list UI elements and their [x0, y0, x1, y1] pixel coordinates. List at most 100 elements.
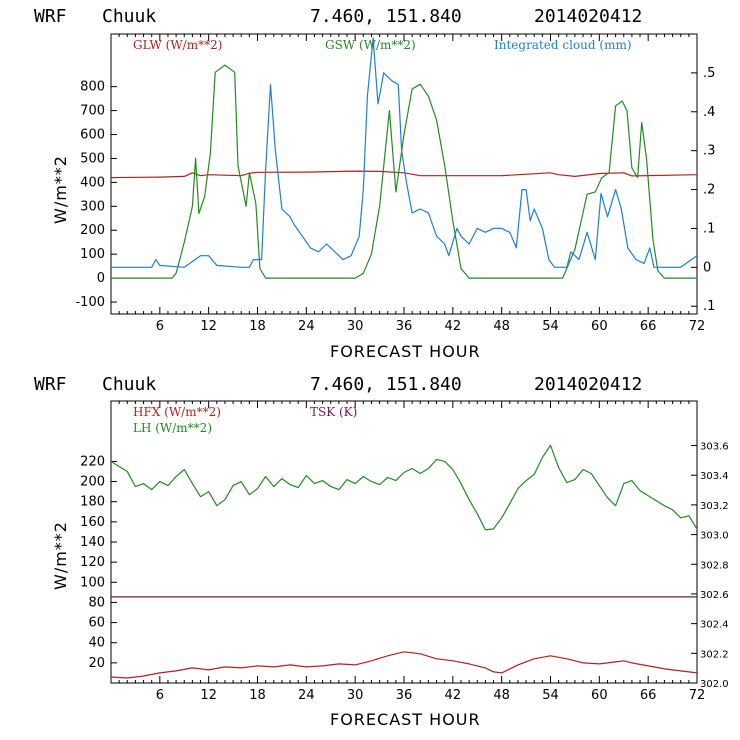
- chart-2-plot-frame: [110, 400, 698, 684]
- x-tick-label: 6: [156, 688, 164, 703]
- y2-tick-label: 302.6: [700, 590, 729, 601]
- series-cloud-line: [111, 37, 698, 268]
- legend-glw: GLW (W/m**2): [133, 38, 222, 52]
- legend-cloud: Integrated cloud (mm): [494, 38, 632, 52]
- x-tick-label: 36: [396, 688, 413, 703]
- chart-1-series: [110, 37, 698, 279]
- x-tick-label: 36: [396, 319, 413, 334]
- chart-1-plot-frame: [110, 33, 698, 315]
- x-tick-label: 72: [689, 688, 706, 703]
- y2-tick-label: .3: [703, 144, 715, 159]
- chart-2-header: WRF Chuuk 7.460, 151.840 2014020412: [34, 374, 642, 395]
- x-tick-label: 30: [347, 688, 364, 703]
- chart-2-series: [110, 444, 698, 679]
- x-tick-label: 12: [200, 688, 217, 703]
- y-tick-label: 180: [80, 495, 105, 510]
- chart-2-x-axis: 6 12 18 24 30 36 42 48 54 60 66 72: [118, 401, 706, 703]
- x-tick-label: 18: [249, 688, 266, 703]
- chart-1-xlabel: FORECAST HOUR: [330, 342, 481, 361]
- chart-2-coords: 7.460, 151.840: [310, 374, 462, 395]
- y2-tick-label: 303.6: [700, 442, 729, 453]
- series-lh-line: [110, 444, 698, 531]
- x-tick-label: 42: [445, 319, 462, 334]
- y2-tick-label: .4: [703, 105, 715, 120]
- x-tick-label: 66: [640, 319, 657, 334]
- y-tick-label: 500: [80, 151, 105, 166]
- y-tick-label: 60: [88, 616, 105, 631]
- chart-1-init-time: 2014020412: [534, 6, 642, 27]
- y2-tick-label: 302.0: [700, 679, 729, 690]
- x-tick-label: 24: [298, 688, 315, 703]
- y-tick-label: 400: [80, 175, 105, 190]
- chart-1-model: WRF: [34, 6, 67, 27]
- y-tick-label: 20: [88, 656, 105, 671]
- y-tick-label: 220: [80, 454, 105, 469]
- x-tick-label: 60: [591, 319, 608, 334]
- legend-hfx: HFX (W/m**2): [133, 405, 221, 419]
- y2-tick-label: 303.0: [700, 531, 729, 542]
- legend-lh: LH (W/m**2): [133, 421, 212, 435]
- x-tick-label: 6: [156, 319, 164, 334]
- legend-gsw: GSW (W/m**2): [325, 38, 416, 52]
- y2-tick-label: 302.2: [700, 649, 729, 660]
- chart-1-left-axis: -100 0 100 200 300 400 500 600 700 800: [75, 80, 117, 310]
- y2-tick-label: 0: [703, 260, 711, 275]
- x-tick-label: 54: [542, 688, 559, 703]
- series-hfx-line: [110, 651, 698, 679]
- y-tick-label: 700: [80, 104, 105, 119]
- x-tick-label: 30: [347, 319, 364, 334]
- x-tick-label: 24: [298, 319, 315, 334]
- chart-1-x-axis: 6 12 18 24 30 36 42 48 54 60 66 72: [118, 34, 706, 334]
- chart-2-right-axis: 302.0 302.2 302.4 302.6 302.8 303.0 303.2 303.4…: [691, 442, 729, 690]
- y-tick-label: 160: [80, 515, 105, 530]
- y-tick-label: 100: [80, 247, 105, 262]
- y-tick-label: 300: [80, 199, 105, 214]
- y2-tick-label: .1: [703, 299, 715, 314]
- x-tick-label: 18: [249, 319, 266, 334]
- x-tick-label: 42: [445, 688, 462, 703]
- chart-1-header: WRF Chuuk 7.460, 151.840 2014020412: [34, 6, 642, 27]
- x-tick-label: 60: [591, 688, 608, 703]
- y2-tick-label: 302.8: [700, 560, 729, 571]
- y2-tick-label: .5: [703, 66, 715, 81]
- y-tick-label: 40: [88, 636, 105, 651]
- x-tick-label: 66: [640, 688, 657, 703]
- legend-tsk: TSK (K): [310, 405, 357, 419]
- chart-2-left-axis: 20 40 60 80 100 120 140 160 180 200 220: [80, 454, 117, 671]
- x-tick-label: 12: [200, 319, 217, 334]
- x-tick-label: 48: [493, 688, 510, 703]
- chart-1-station: Chuuk: [102, 6, 156, 27]
- chart-2-ylabel: W/m**2: [51, 521, 70, 590]
- y-tick-label: 200: [80, 475, 105, 490]
- x-tick-label: 72: [689, 319, 706, 334]
- y-tick-label: 140: [80, 535, 105, 550]
- chart-1-legend: GLW (W/m**2) GSW (W/m**2) Integrated clo…: [133, 38, 632, 52]
- y-tick-label: 600: [80, 128, 105, 143]
- chart-1: WRF Chuuk 7.460, 151.840 2014020412 -100…: [34, 6, 715, 361]
- y-tick-label: 0: [97, 271, 105, 286]
- x-tick-label: 54: [542, 319, 559, 334]
- series-glw-line: [110, 170, 698, 179]
- y2-tick-label: 303.2: [700, 501, 729, 512]
- y-tick-label: 200: [80, 223, 105, 238]
- series-gsw-line: [111, 64, 697, 279]
- y-tick-label: 80: [88, 595, 105, 610]
- y-tick-label: -100: [75, 295, 105, 310]
- x-tick-label: 48: [493, 319, 510, 334]
- y2-tick-label: .2: [703, 183, 715, 198]
- chart-2-model: WRF: [34, 374, 67, 395]
- y-tick-label: 800: [80, 80, 105, 95]
- y-tick-label: 100: [80, 575, 105, 590]
- chart-2: WRF Chuuk 7.460, 151.840 2014020412 20 40…: [34, 374, 729, 729]
- chart-2-legend: HFX (W/m**2) LH (W/m**2) TSK (K): [133, 405, 357, 435]
- chart-2-station: Chuuk: [102, 374, 156, 395]
- y2-tick-label: .1: [703, 221, 715, 236]
- chart-1-coords: 7.460, 151.840: [310, 6, 462, 27]
- chart-1-ylabel: W/m**2: [51, 155, 70, 224]
- chart-2-xlabel: FORECAST HOUR: [330, 710, 481, 729]
- y2-tick-label: 303.4: [700, 471, 729, 482]
- chart-1-right-axis: .1 0 .1 .2 .3 .4 .5: [691, 66, 715, 314]
- y-tick-label: 120: [80, 555, 105, 570]
- y2-tick-label: 302.4: [700, 620, 729, 631]
